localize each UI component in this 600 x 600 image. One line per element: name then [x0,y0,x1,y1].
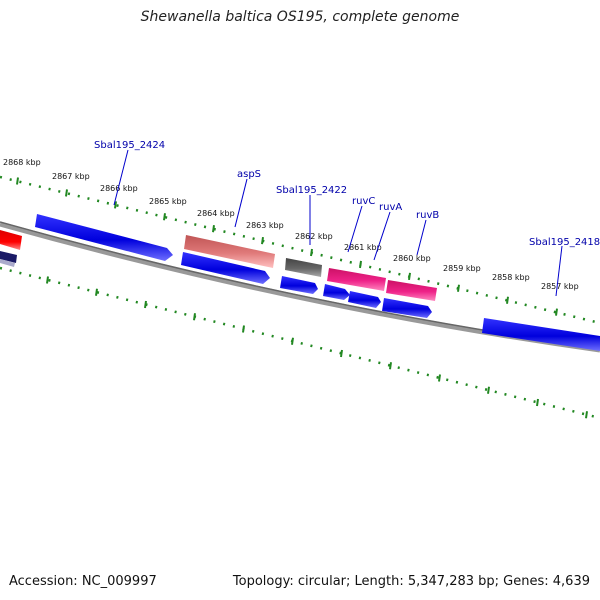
leader-ruvc [347,205,363,253]
gene-feature-lower-ruva-1[interactable] [323,284,350,300]
gene-feature-navy-left[interactable] [0,251,17,263]
gene-feature-lower-2[interactable] [280,276,318,294]
page-title: Shewanella baltica OS195, complete genom… [140,9,460,25]
inner-major-tick-4 [242,325,245,333]
gene-feature-sbal195-2424[interactable] [35,214,173,261]
tick-label-2858: 2858 kbp [492,273,530,282]
gene-label-ruvc[interactable]: ruvC [352,196,375,207]
tick-label-2857: 2857 kbp [541,282,579,291]
gene-feature-gray-left[interactable] [0,259,15,267]
outer-major-tick-4 [212,225,215,233]
gene-feature-lower-1[interactable] [181,252,270,284]
outer-major-tick-8 [408,272,411,281]
gene-feature-lower-ruva-2[interactable] [348,291,381,308]
tick-label-2866: 2866 kbp [100,184,138,193]
leader-ruvb [416,219,427,256]
gene-label-ruvb[interactable]: ruvB [416,210,439,221]
inner-major-tick-9 [487,386,490,394]
gene-feature-asps[interactable] [184,235,275,268]
outer-major-tick-2 [114,201,117,209]
accession-text: Accession: NC_009997 [9,574,157,589]
inner-major-tick-1 [95,288,98,296]
tick-label-2865: 2865 kbp [149,197,187,206]
gene-feature-ruvb-trna[interactable] [386,280,437,301]
outer-major-tick-3 [163,213,166,221]
genome-summary-text: Topology: circular; Length: 5,347,283 bp… [232,574,590,589]
inner-major-tick-8 [438,374,441,382]
outer-major-tick-11 [555,308,558,316]
inner-major-tick-10 [536,398,539,407]
inner-major-tick-6 [340,349,343,358]
gene-label-sbal195-2424[interactable]: Sbal195_2424 [94,140,165,151]
leader-sbal195-2424 [113,149,129,206]
tick-label-2859: 2859 kbp [443,264,481,273]
gene-feature-sbal195-2418[interactable] [482,318,600,351]
gene-label-sbal195-2422[interactable]: Sbal195_2422 [276,185,347,196]
gene-feature-sbal195-2422[interactable] [285,258,322,277]
outer-major-tick-5 [261,236,264,245]
tick-label-2863: 2863 kbp [246,221,284,230]
leader-asps [234,178,248,228]
leader-sbal195-2418 [555,245,563,297]
gene-feature-ruvc[interactable] [327,268,386,291]
gene-feature-lower-ruvb[interactable] [382,298,432,318]
tick-label-2861: 2861 kbp [344,243,382,252]
inner-major-tick-0 [46,276,49,284]
tick-label-2864: 2864 kbp [197,209,235,218]
tick-label-2862: 2862 kbp [295,232,333,241]
inner-major-ticks [46,276,588,419]
gene-feature-red-left[interactable] [0,230,22,250]
gene-label-asps[interactable]: aspS [237,169,261,180]
inner-major-tick-3 [193,313,196,321]
outer-major-tick-7 [359,260,362,269]
gene-label-ruva[interactable]: ruvA [379,202,402,213]
gene-label-sbal195-2418[interactable]: Sbal195_2418 [529,237,600,248]
outer-major-tick-9 [457,284,460,292]
tick-label-2868: 2868 kbp [3,158,41,167]
tick-label-2867: 2867 kbp [52,172,90,181]
outer-major-tick-1 [65,189,68,197]
outer-major-ticks [16,177,558,316]
inner-major-tick-7 [389,362,392,370]
inner-major-tick-5 [291,337,294,345]
inner-major-tick-2 [144,300,147,309]
inner-major-tick-11 [585,411,588,419]
tick-label-2860: 2860 kbp [393,254,431,263]
outer-major-tick-0 [16,177,19,185]
outer-major-tick-10 [506,296,509,304]
feature-track [0,214,600,351]
leader-ruva [373,211,391,261]
outer-major-tick-6 [310,248,313,257]
